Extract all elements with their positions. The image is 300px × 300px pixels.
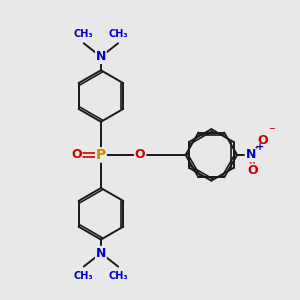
Text: CH₃: CH₃ bbox=[74, 271, 93, 281]
Text: N: N bbox=[245, 148, 256, 161]
Text: N: N bbox=[96, 247, 106, 260]
Text: CH₃: CH₃ bbox=[109, 29, 128, 39]
Text: O: O bbox=[258, 134, 268, 147]
Text: +: + bbox=[256, 142, 264, 152]
Text: ⁻: ⁻ bbox=[268, 125, 275, 138]
Text: N: N bbox=[96, 50, 106, 63]
Text: CH₃: CH₃ bbox=[74, 29, 93, 39]
Text: CH₃: CH₃ bbox=[109, 271, 128, 281]
Text: O: O bbox=[135, 148, 146, 161]
Text: O: O bbox=[248, 164, 258, 177]
Text: O: O bbox=[71, 148, 82, 161]
Text: P: P bbox=[96, 148, 106, 162]
